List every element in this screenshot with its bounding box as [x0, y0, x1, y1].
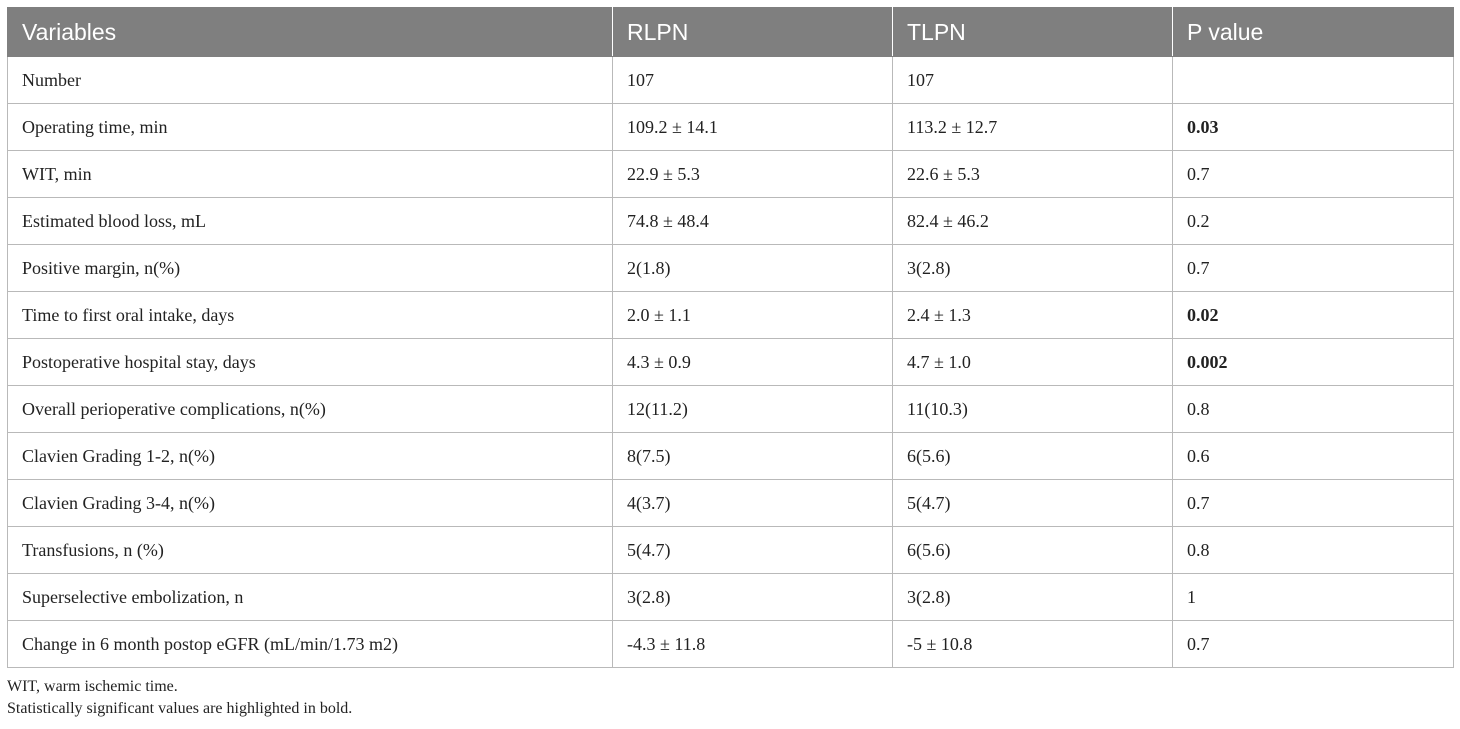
p-value-cell: 0.2 — [1172, 197, 1454, 245]
footnote-significance: Statistically significant values are hig… — [7, 700, 353, 717]
variable-cell: WIT, min — [7, 150, 613, 198]
rlpn-cell: 2.0 ± 1.1 — [612, 291, 893, 339]
rlpn-cell: 12(11.2) — [612, 385, 893, 433]
results-table-container: Variables RLPN TLPN P value Number 107 107… — [7, 7, 1454, 668]
p-value-cell: 0.7 — [1172, 479, 1454, 527]
p-value-cell: 0.7 — [1172, 244, 1454, 292]
tlpn-cell: 2.4 ± 1.3 — [892, 291, 1173, 339]
p-value-cell: 0.6 — [1172, 432, 1454, 480]
variable-cell: Clavien Grading 1-2, n(%) — [7, 432, 613, 480]
header-variables: Variables — [7, 7, 613, 57]
variable-cell: Superselective embolization, n — [7, 573, 613, 621]
header-p-value: P value — [1172, 7, 1454, 57]
p-value-cell: 0.8 — [1172, 526, 1454, 574]
table-row: Number 107 107 — [7, 56, 1454, 104]
p-value-cell: 0.03 — [1172, 103, 1454, 151]
tlpn-cell: 3(2.8) — [892, 244, 1173, 292]
rlpn-cell: 109.2 ± 14.1 — [612, 103, 893, 151]
table-row: Positive margin, n(%) 2(1.8) 3(2.8) 0.7 — [7, 244, 1454, 292]
rlpn-cell: 8(7.5) — [612, 432, 893, 480]
rlpn-cell: 22.9 ± 5.3 — [612, 150, 893, 198]
table-body: Number 107 107 Operating time, min 109.2 ± 1… — [7, 56, 1454, 668]
p-value-cell — [1172, 56, 1454, 104]
rlpn-cell: 107 — [612, 56, 893, 104]
tlpn-cell: 6(5.6) — [892, 432, 1173, 480]
table-row: Transfusions, n (%) 5(4.7) 6(5.6) 0.8 — [7, 526, 1454, 574]
tlpn-cell: 6(5.6) — [892, 526, 1173, 574]
variable-cell: Number — [7, 56, 613, 104]
table-row: Change in 6 month postop eGFR (mL/min/1.… — [7, 620, 1454, 668]
rlpn-cell: 3(2.8) — [612, 573, 893, 621]
p-value-cell: 0.02 — [1172, 291, 1454, 339]
table-header-row: Variables RLPN TLPN P value — [7, 7, 1454, 57]
table-row: Clavien Grading 1-2, n(%) 8(7.5) 6(5.6) 0.6 — [7, 432, 1454, 480]
tlpn-cell: 3(2.8) — [892, 573, 1173, 621]
p-value-cell: 0.7 — [1172, 620, 1454, 668]
results-table: Variables RLPN TLPN P value Number 107 107… — [7, 7, 1454, 668]
tlpn-cell: 107 — [892, 56, 1173, 104]
p-value-cell: 1 — [1172, 573, 1454, 621]
table-row: Clavien Grading 3-4, n(%) 4(3.7) 5(4.7) 0.7 — [7, 479, 1454, 527]
variable-cell: Change in 6 month postop eGFR (mL/min/1.… — [7, 620, 613, 668]
tlpn-cell: 4.7 ± 1.0 — [892, 338, 1173, 386]
variable-cell: Overall perioperative complications, n(%… — [7, 385, 613, 433]
rlpn-cell: 2(1.8) — [612, 244, 893, 292]
variable-cell: Positive margin, n(%) — [7, 244, 613, 292]
table-row: Postoperative hospital stay, days 4.3 ± 0… — [7, 338, 1454, 386]
table-row: Overall perioperative complications, n(%… — [7, 385, 1454, 433]
variable-cell: Transfusions, n (%) — [7, 526, 613, 574]
rlpn-cell: 5(4.7) — [612, 526, 893, 574]
table-row: Estimated blood loss, mL 74.8 ± 48.4 82.4 … — [7, 197, 1454, 245]
header-rlpn: RLPN — [612, 7, 893, 57]
table-footnotes: WIT, warm ischemic time. Statistically s… — [7, 676, 352, 720]
tlpn-cell: 22.6 ± 5.3 — [892, 150, 1173, 198]
footnote-abbreviation: WIT, warm ischemic time. — [7, 678, 178, 695]
table-row: WIT, min 22.9 ± 5.3 22.6 ± 5.3 0.7 — [7, 150, 1454, 198]
rlpn-cell: -4.3 ± 11.8 — [612, 620, 893, 668]
tlpn-cell: 113.2 ± 12.7 — [892, 103, 1173, 151]
p-value-cell: 0.7 — [1172, 150, 1454, 198]
tlpn-cell: 11(10.3) — [892, 385, 1173, 433]
p-value-cell: 0.8 — [1172, 385, 1454, 433]
rlpn-cell: 4(3.7) — [612, 479, 893, 527]
rlpn-cell: 4.3 ± 0.9 — [612, 338, 893, 386]
table-row: Operating time, min 109.2 ± 14.1 113.2 ± 1… — [7, 103, 1454, 151]
variable-cell: Operating time, min — [7, 103, 613, 151]
tlpn-cell: 82.4 ± 46.2 — [892, 197, 1173, 245]
header-tlpn: TLPN — [892, 7, 1173, 57]
tlpn-cell: -5 ± 10.8 — [892, 620, 1173, 668]
rlpn-cell: 74.8 ± 48.4 — [612, 197, 893, 245]
variable-cell: Clavien Grading 3-4, n(%) — [7, 479, 613, 527]
table-row: Time to first oral intake, days 2.0 ± 1.1… — [7, 291, 1454, 339]
p-value-cell: 0.002 — [1172, 338, 1454, 386]
tlpn-cell: 5(4.7) — [892, 479, 1173, 527]
table-row: Superselective embolization, n 3(2.8) 3(2.… — [7, 573, 1454, 621]
variable-cell: Estimated blood loss, mL — [7, 197, 613, 245]
variable-cell: Postoperative hospital stay, days — [7, 338, 613, 386]
variable-cell: Time to first oral intake, days — [7, 291, 613, 339]
